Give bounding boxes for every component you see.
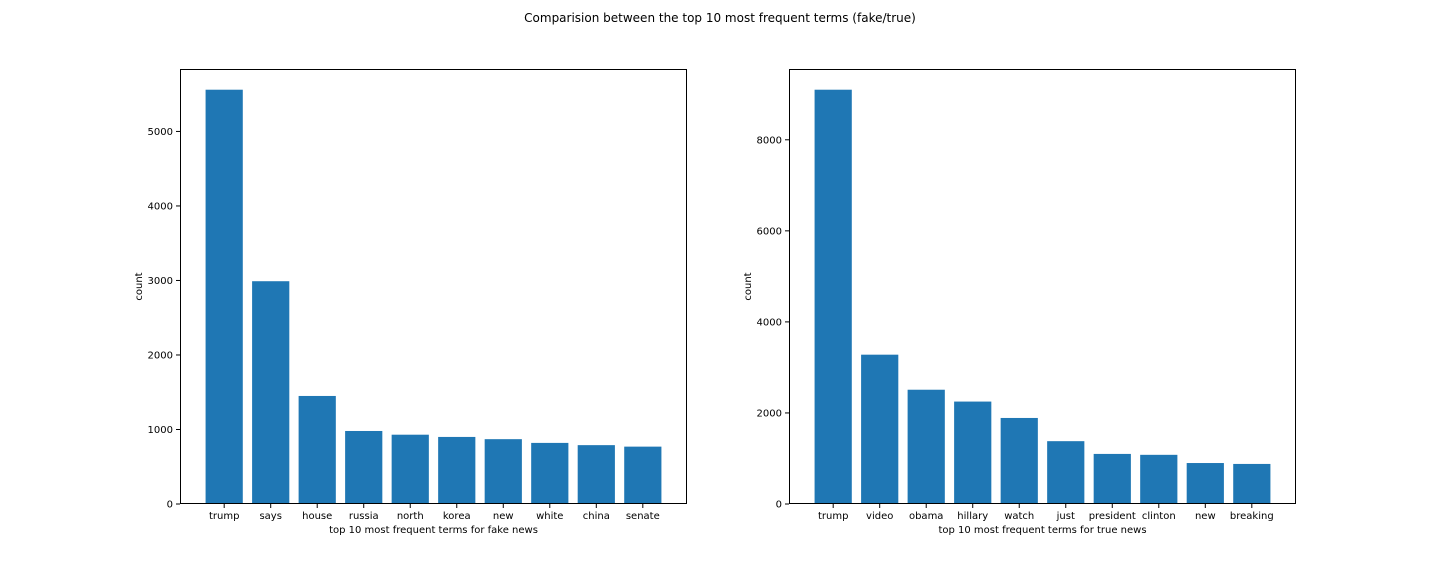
x-tick-label: clinton [1142,511,1176,522]
bar-china [577,445,615,504]
bar-just [1047,441,1085,504]
x-tick-label: new [1195,511,1216,522]
axes-frame [180,69,687,504]
bar-korea [438,436,476,504]
bar-video [861,354,899,504]
x-tick-label: watch [1004,511,1034,522]
x-tick-label: korea [443,511,471,522]
y-axis-label: count [134,272,145,300]
y-tick-label: 6000 [757,226,782,237]
x-tick-label: video [866,511,893,522]
x-tick-label: obama [909,511,943,522]
chart-true-news: trump video obama hillary watch just president… [743,69,1296,536]
bar-obama [907,389,945,504]
x-tick-label: president [1089,511,1136,522]
y-tick-label: 0 [167,500,173,511]
y-tick-label: 5000 [148,127,173,138]
x-axis-label: top 10 most frequent terms for fake news [329,525,538,536]
x-tick-label: russia [349,511,379,522]
x-tick-label: new [493,511,514,522]
x-tick-label: hillary [957,511,988,522]
bar-white [531,442,569,504]
bar-trump [205,89,243,505]
bar-breaking [1233,463,1271,504]
y-tick-label: 4000 [148,201,173,212]
bar-president [1093,453,1131,504]
x-tick-label: china [583,511,610,522]
bar-hillary [954,401,992,504]
bar-new [1186,463,1224,504]
bar-new [484,439,522,504]
x-tick-label: trump [209,511,239,522]
bar-senate [624,446,662,504]
y-tick-label: 8000 [757,135,782,146]
bar-watch [1000,417,1038,504]
figure-title: Comparision between the top 10 most freq… [524,11,916,25]
y-tick-label: 0 [776,500,782,511]
bar-north [391,434,429,504]
bar-house [298,395,336,504]
chart-fake-news: trump says house russia north korea new white ch… [134,69,687,536]
y-tick-label: 2000 [148,350,173,361]
x-tick-label: just [1056,511,1075,522]
x-tick-label: north [397,511,424,522]
x-axis-label: top 10 most frequent terms for true news [938,525,1146,536]
x-tick-label: white [536,511,563,522]
y-tick-label: 2000 [757,408,782,419]
bar-clinton [1140,454,1178,504]
y-tick-label: 3000 [148,276,173,287]
bar-russia [345,430,383,504]
x-tick-label: says [259,511,281,522]
y-axis-label: count [743,272,754,300]
x-tick-label: house [302,511,332,522]
bar-trump [814,89,852,505]
bar-says [252,281,290,504]
x-tick-label: trump [818,511,848,522]
x-tick-label: breaking [1230,511,1274,522]
y-tick-label: 1000 [148,425,173,436]
x-tick-label: senate [626,511,660,522]
axes-frame [789,69,1296,504]
y-tick-label: 4000 [757,317,782,328]
